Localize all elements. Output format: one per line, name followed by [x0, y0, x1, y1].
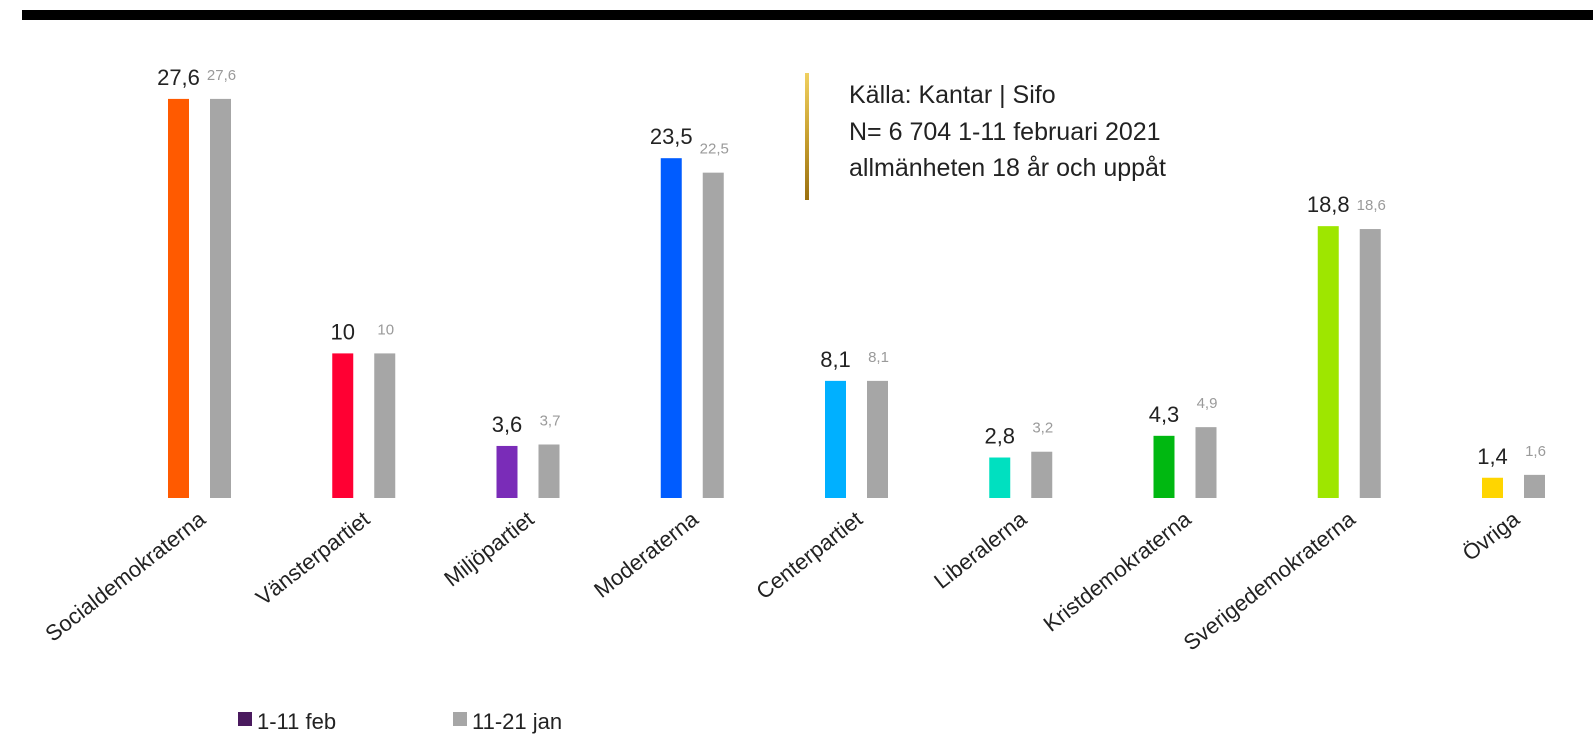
annotation: allmänheten 18 år och uppåt: [849, 154, 1166, 182]
bar: [1195, 427, 1217, 498]
value-label: 4,9: [1197, 395, 1218, 412]
x-tick-label: Liberalerna: [929, 506, 1032, 594]
value-label: 2,8: [984, 424, 1015, 449]
bar: [825, 380, 846, 498]
value-label: 1,4: [1477, 444, 1508, 469]
x-tick-label: Kristdemokraterna: [1039, 506, 1197, 637]
bar: [1524, 474, 1545, 498]
value-label: 3,2: [1032, 420, 1053, 437]
bar: [1317, 226, 1339, 499]
value-label: 3,7: [540, 412, 561, 429]
bar: [210, 98, 231, 499]
x-tick-label: Centerpartiet: [751, 506, 867, 604]
value-label: 3,6: [492, 412, 523, 437]
bar: [702, 172, 724, 498]
x-tick-label: Miljöpartiet: [439, 506, 538, 591]
bar: [496, 445, 518, 498]
bar: [1031, 451, 1053, 498]
bar: [989, 457, 1011, 498]
x-tick-label: Socialdemokraterna: [40, 506, 210, 647]
x-tick-label: Vänsterpartiet: [251, 506, 374, 610]
bar: [538, 444, 560, 498]
bar: [1153, 435, 1175, 498]
value-label: 1,6: [1525, 443, 1546, 460]
annotation: Källa: Kantar | Sifo: [849, 81, 1056, 109]
annotation-rule: [805, 73, 809, 200]
legend-label: 11-21 jan: [472, 709, 562, 734]
legend-swatch: [453, 712, 467, 726]
value-label: 8,1: [868, 349, 889, 366]
value-label: 18,8: [1307, 192, 1350, 217]
bar: [374, 353, 396, 498]
value-label: 23,5: [650, 124, 693, 149]
x-tick-label: Moderaterna: [589, 506, 703, 603]
value-label: 18,6: [1357, 197, 1386, 214]
value-label: 27,6: [207, 67, 236, 84]
top-rule: [22, 10, 1593, 20]
bar: [1482, 477, 1503, 498]
x-tick-label: Sverigedemokraterna: [1179, 506, 1361, 656]
annotation: N= 6 704 1-11 februari 2021: [849, 118, 1161, 146]
bar: [1359, 229, 1381, 498]
value-label: 8,1: [820, 347, 851, 372]
legend-swatch: [238, 712, 252, 726]
legend-label: 1-11 feb: [257, 709, 336, 734]
bar: [867, 380, 888, 498]
value-label: 27,6: [157, 65, 200, 90]
value-label: 10: [331, 319, 355, 344]
bar: [332, 353, 354, 498]
value-label: 4,3: [1149, 402, 1180, 427]
x-tick-label: Övriga: [1458, 506, 1525, 566]
bar: [168, 98, 189, 499]
value-label: 10: [377, 321, 394, 338]
value-label: 22,5: [700, 141, 729, 158]
bar: [660, 158, 682, 498]
